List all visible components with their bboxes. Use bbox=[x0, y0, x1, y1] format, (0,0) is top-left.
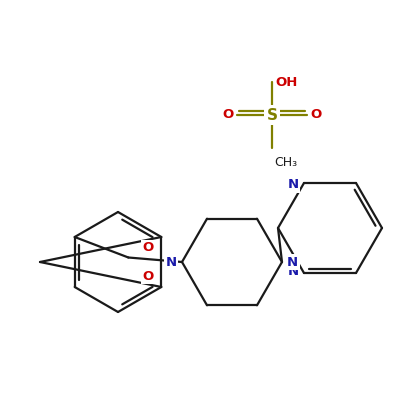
Text: CH₃: CH₃ bbox=[274, 156, 297, 169]
Text: N: N bbox=[166, 256, 177, 268]
Text: N: N bbox=[288, 178, 299, 192]
Text: O: O bbox=[142, 270, 153, 283]
Text: N: N bbox=[288, 264, 299, 278]
Text: O: O bbox=[310, 108, 321, 122]
Text: OH: OH bbox=[275, 76, 297, 88]
Text: O: O bbox=[142, 241, 153, 254]
Text: N: N bbox=[287, 256, 298, 268]
Text: S: S bbox=[266, 108, 278, 122]
Text: O: O bbox=[223, 108, 234, 122]
